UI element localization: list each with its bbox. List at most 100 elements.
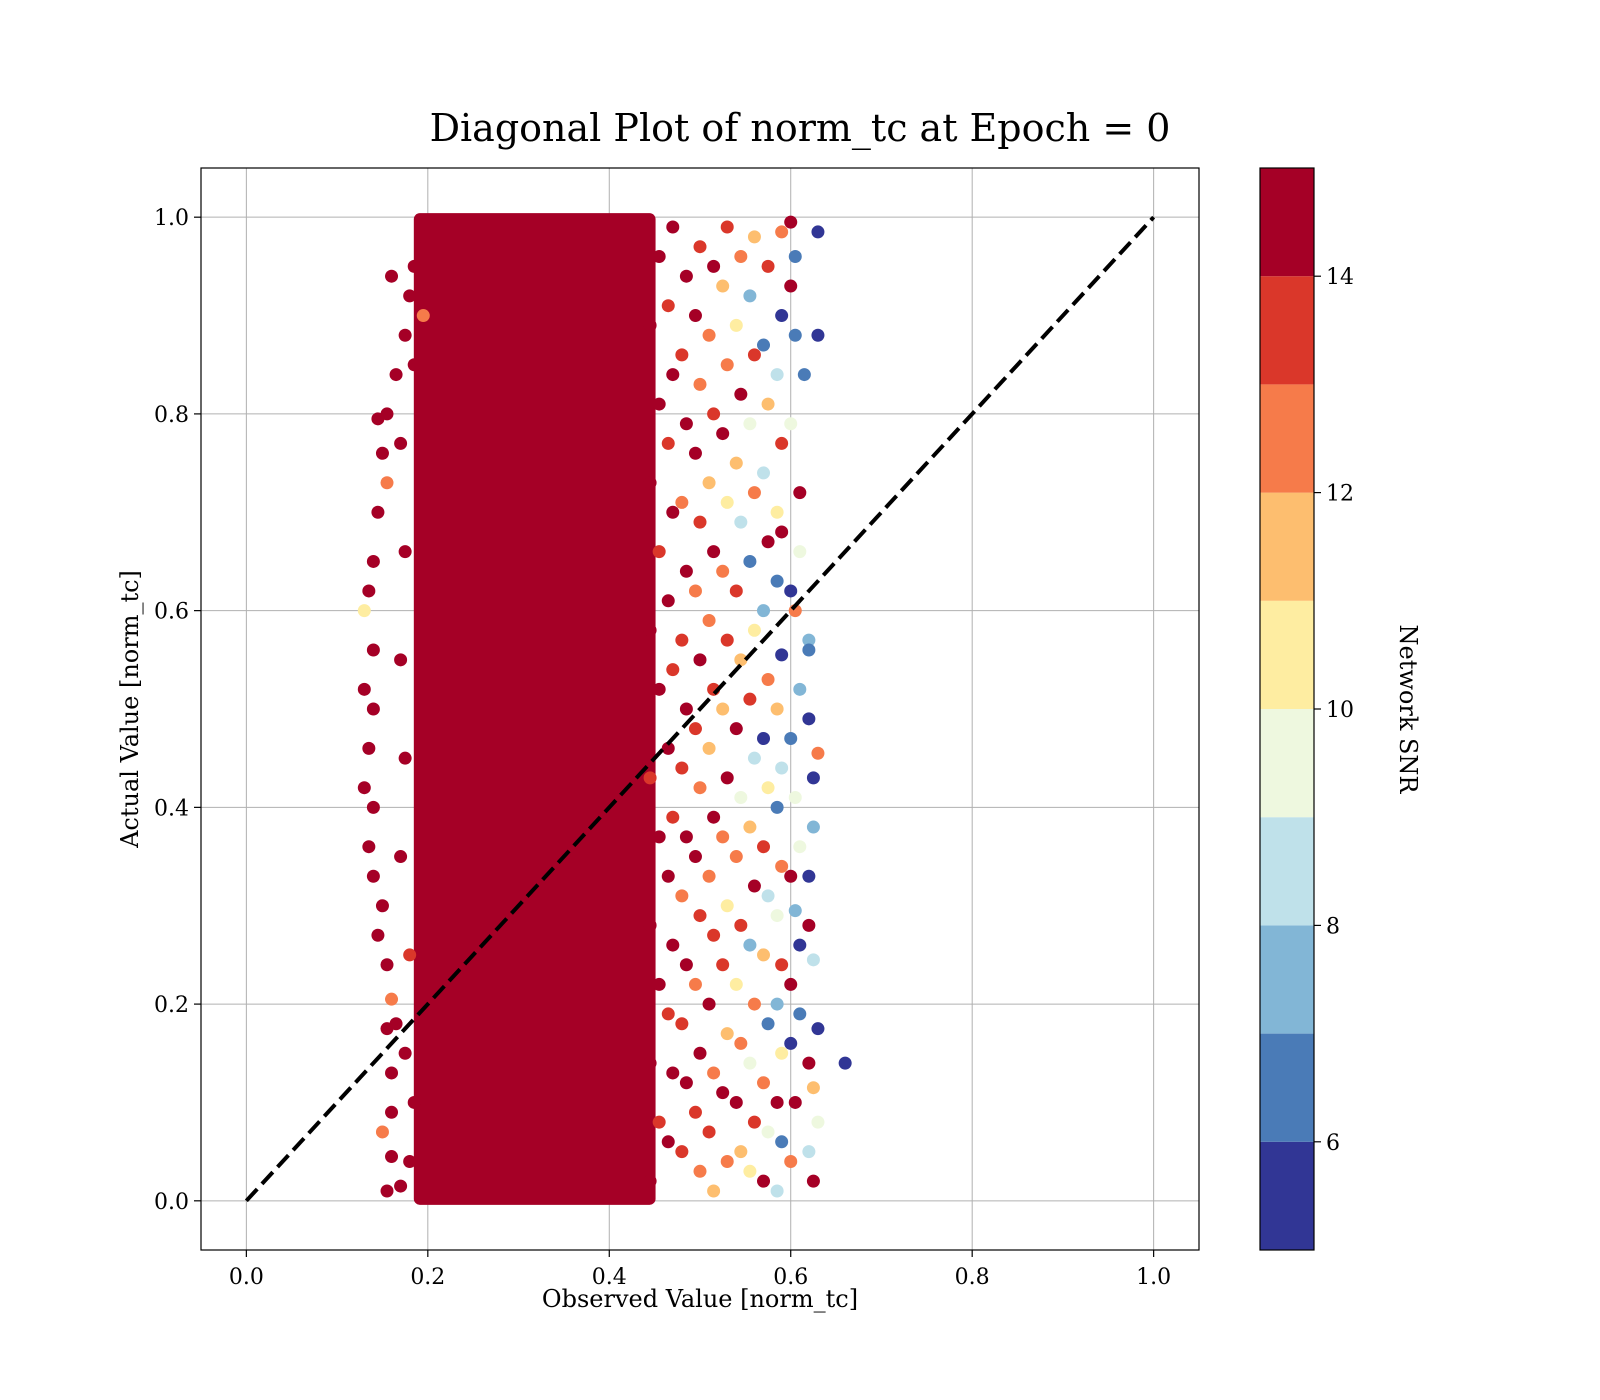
scatter-point — [362, 840, 376, 854]
scatter-point — [375, 446, 389, 460]
scatter-point — [770, 1095, 784, 1109]
scatter-point — [797, 368, 811, 382]
scatter-point — [734, 791, 748, 805]
scatter-point — [643, 1174, 657, 1188]
scatter-point — [643, 771, 657, 785]
scatter-point — [394, 653, 408, 667]
scatter-point — [403, 289, 417, 303]
scatter-point — [707, 407, 721, 421]
scatter-point — [643, 318, 657, 332]
scatter-point — [743, 289, 757, 303]
scatter-point — [675, 348, 689, 362]
colorbar-tick-label: 8 — [1326, 914, 1340, 939]
scatter-point — [743, 692, 757, 706]
colorbar-label: Network SNR — [1394, 625, 1422, 795]
scatter-point — [652, 682, 666, 696]
scatter-point — [802, 1145, 816, 1159]
scatter-point — [357, 604, 371, 618]
scatter-point — [784, 1154, 798, 1168]
scatter-point — [707, 928, 721, 942]
scatter-point — [688, 977, 702, 991]
scatter-point — [661, 436, 675, 450]
scatter-point — [652, 977, 666, 991]
scatter-point — [784, 215, 798, 229]
scatter-point — [775, 225, 789, 239]
x-tick-label: 0.4 — [592, 1265, 627, 1290]
chart-title: Diagonal Plot of norm_tc at Epoch = 0 — [430, 106, 1171, 151]
scatter-point — [788, 250, 802, 264]
scatter-point — [747, 997, 761, 1011]
scatter-point — [720, 633, 734, 647]
scatter-point — [716, 830, 730, 844]
scatter-point — [375, 1125, 389, 1139]
scatter-point — [761, 535, 775, 549]
scatter-point — [793, 938, 807, 952]
scatter-point — [788, 791, 802, 805]
scatter-point — [770, 368, 784, 382]
scatter-point — [398, 1046, 412, 1060]
colorbar-bin — [1260, 276, 1314, 385]
scatter-point — [775, 309, 789, 323]
scatter-point — [720, 899, 734, 913]
scatter-point — [679, 417, 693, 431]
scatter-point — [675, 633, 689, 647]
scatter-point — [385, 1105, 399, 1119]
scatter-point — [416, 309, 430, 323]
x-tick-label: 0.0 — [229, 1265, 264, 1290]
scatter-point — [743, 938, 757, 952]
scatter-point — [693, 1046, 707, 1060]
colorbar-bin — [1260, 600, 1314, 709]
scatter-point — [716, 427, 730, 441]
scatter-point — [403, 1154, 417, 1168]
scatter-point — [734, 1036, 748, 1050]
scatter-point — [770, 505, 784, 519]
scatter-point — [643, 1056, 657, 1070]
scatter-point — [679, 564, 693, 578]
scatter-point — [775, 525, 789, 539]
colorbar-tick-label: 12 — [1326, 482, 1354, 507]
y-axis-ticks: 0.0 0.2 0.4 0.6 0.8 1.0 — [154, 206, 201, 1215]
scatter-point — [775, 859, 789, 873]
scatter-point — [679, 1076, 693, 1090]
scatter-point — [666, 368, 680, 382]
scatter-point — [743, 1056, 757, 1070]
scatter-point — [688, 722, 702, 736]
y-tick-label: 1.0 — [154, 206, 189, 231]
scatter-point — [747, 348, 761, 362]
dense-point-cluster — [413, 213, 656, 1205]
scatter-point — [675, 889, 689, 903]
scatter-point — [784, 1036, 798, 1050]
scatter-points — [357, 213, 852, 1205]
scatter-point — [643, 918, 657, 932]
scatter-point — [784, 869, 798, 883]
scatter-point — [652, 250, 666, 264]
scatter-point — [811, 225, 825, 239]
scatter-point — [380, 958, 394, 972]
y-tick-label: 0.0 — [154, 1190, 189, 1215]
scatter-point — [802, 869, 816, 883]
scatter-point — [770, 800, 784, 814]
scatter-point — [743, 554, 757, 568]
scatter-point — [757, 840, 771, 854]
scatter-point — [784, 584, 798, 598]
scatter-point — [380, 1022, 394, 1036]
plot-frame — [200, 167, 1200, 1251]
scatter-point — [688, 446, 702, 460]
scatter-point — [661, 594, 675, 608]
scatter-point — [688, 850, 702, 864]
scatter-point — [357, 781, 371, 795]
scatter-point — [693, 909, 707, 923]
scatter-point — [793, 1007, 807, 1021]
scatter-point — [720, 495, 734, 509]
scatter-point — [734, 653, 748, 667]
scatter-point — [666, 663, 680, 677]
scatter-point — [385, 992, 399, 1006]
scatter-point — [666, 810, 680, 824]
scatter-point — [394, 436, 408, 450]
scatter-point — [688, 1105, 702, 1119]
scatter-point — [757, 466, 771, 480]
x-tick-label: 0.8 — [955, 1265, 990, 1290]
scatter-point — [661, 1007, 675, 1021]
scatter-point — [770, 574, 784, 588]
scatter-point — [707, 810, 721, 824]
